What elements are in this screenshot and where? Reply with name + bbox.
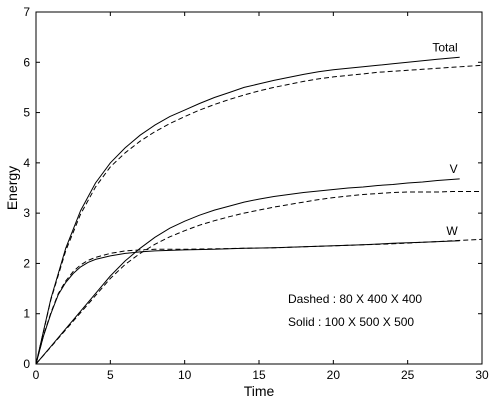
annotation-solid: Solid : 100 X 500 X 500 [288, 315, 414, 329]
series-labels: Total V W [432, 40, 458, 238]
y-tick-label-6: 6 [23, 55, 30, 69]
x-tick-label-5: 25 [401, 368, 415, 382]
series-line-3-dashed [35, 191, 482, 365]
y-tick-label-4: 4 [23, 156, 30, 170]
x-tick-label-4: 20 [327, 368, 341, 382]
x-tick-label-6: 30 [475, 368, 489, 382]
x-axis-label: Time [244, 383, 275, 399]
series-label-w: W [446, 224, 458, 238]
series-line-5-dashed [35, 238, 483, 365]
y-tick-label-5: 5 [23, 106, 30, 120]
series-label-total: Total [432, 40, 457, 54]
y-tick-label-3: 3 [23, 206, 30, 220]
series-lines [35, 56, 483, 365]
plot-area-frame [35, 11, 483, 365]
annotation-dashed: Dashed : 80 X 400 X 400 [288, 292, 422, 306]
series-label-v: V [450, 162, 458, 176]
series-line-2-solid [35, 178, 460, 365]
series-line-0-solid [35, 56, 460, 365]
x-tick-label-0: 0 [33, 368, 40, 382]
y-tick-label-1: 1 [23, 307, 30, 321]
y-tick-label-2: 2 [23, 256, 30, 270]
axis-ticks: 0 5 10 15 20 25 30 0 1 2 3 4 5 6 7 [23, 5, 489, 382]
x-tick-label-3: 15 [252, 368, 266, 382]
y-axis-label: Energy [4, 166, 20, 210]
y-tick-label-7: 7 [23, 5, 30, 19]
x-tick-label-1: 5 [107, 368, 114, 382]
series-line-1-dashed [35, 64, 483, 365]
y-tick-label-0: 0 [23, 357, 30, 371]
x-tick-label-2: 10 [178, 368, 192, 382]
